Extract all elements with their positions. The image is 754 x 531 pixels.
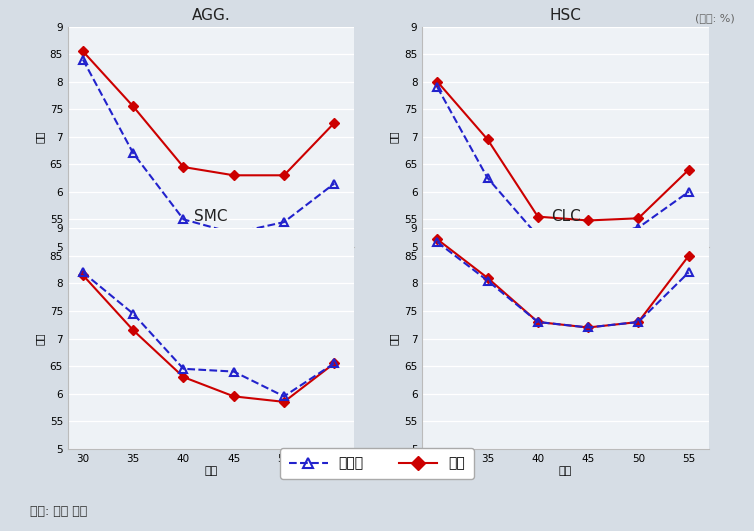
X-axis label: 연령: 연령 [559,264,572,275]
X-axis label: 연령: 연령 [204,264,218,275]
Y-axis label: 비율: 비율 [388,332,399,345]
X-axis label: 연령: 연령 [204,466,218,476]
Title: HSC: HSC [550,7,581,23]
Title: AGG.: AGG. [192,7,231,23]
Title: SMC: SMC [195,209,228,225]
Text: (단위: %): (단위: %) [695,13,735,23]
Y-axis label: 비율: 비율 [34,332,44,345]
Legend: 데이터, 모형: 데이터, 모형 [280,448,474,479]
Text: 출첳: 저자 작성: 출첳: 저자 작성 [30,505,87,518]
Y-axis label: 비율: 비율 [388,131,399,143]
Title: CLC: CLC [550,209,581,225]
X-axis label: 연령: 연령 [559,466,572,476]
Y-axis label: 비율: 비율 [34,131,44,143]
